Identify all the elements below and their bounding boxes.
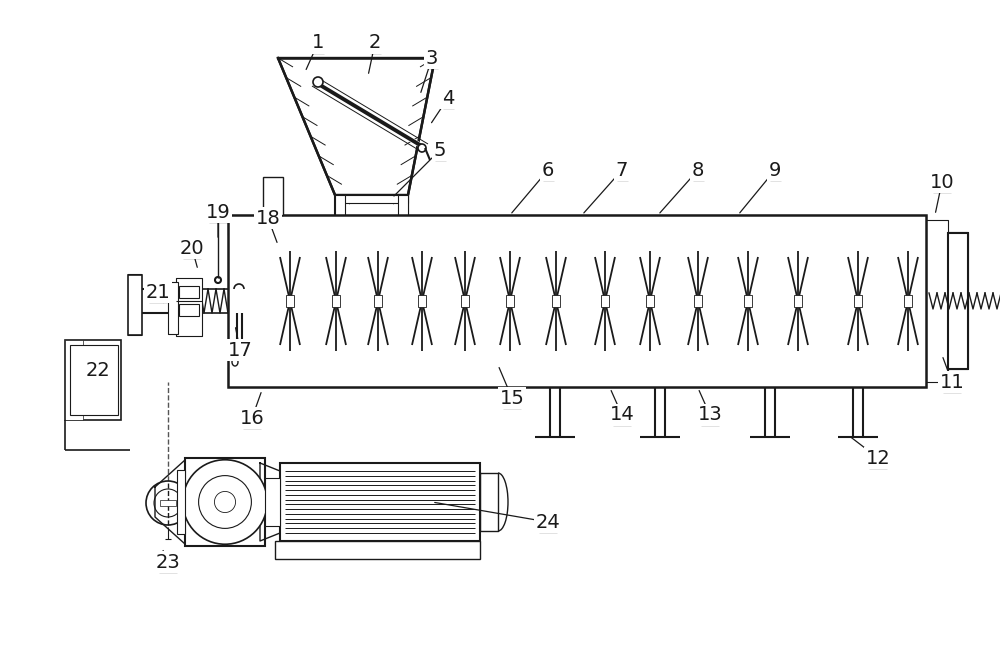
Text: 11: 11 <box>940 373 964 392</box>
Text: 10: 10 <box>930 173 954 191</box>
Text: 12: 12 <box>866 449 890 468</box>
Bar <box>286 295 294 307</box>
Text: 4: 4 <box>442 89 454 108</box>
Polygon shape <box>155 460 185 544</box>
Text: 20: 20 <box>180 238 204 258</box>
Bar <box>280 463 480 541</box>
Bar <box>794 295 802 307</box>
Bar <box>398 195 408 245</box>
Bar <box>461 295 469 307</box>
Text: 8: 8 <box>692 160 704 179</box>
Text: 22: 22 <box>86 361 110 380</box>
Polygon shape <box>278 58 435 195</box>
Text: 15: 15 <box>500 388 524 407</box>
Bar <box>374 295 382 307</box>
Text: 23: 23 <box>156 553 180 572</box>
Bar <box>418 295 426 307</box>
Bar <box>179 286 199 298</box>
Circle shape <box>146 481 190 525</box>
Bar <box>275 541 480 559</box>
Text: 24: 24 <box>536 512 560 532</box>
Bar <box>904 295 912 307</box>
Bar <box>601 295 609 307</box>
Text: 9: 9 <box>769 160 781 179</box>
Bar <box>854 295 862 307</box>
Text: 13: 13 <box>698 405 722 424</box>
Bar <box>398 195 408 245</box>
Circle shape <box>214 491 236 512</box>
Bar <box>646 295 654 307</box>
Bar <box>265 478 280 526</box>
Circle shape <box>183 460 267 544</box>
Polygon shape <box>480 473 498 531</box>
Text: 5: 5 <box>434 141 446 160</box>
Bar <box>335 195 408 203</box>
Text: 6: 6 <box>542 160 554 179</box>
Text: 3: 3 <box>426 49 438 68</box>
Text: 21: 21 <box>146 283 170 302</box>
Bar <box>506 295 514 307</box>
Bar <box>228 367 926 387</box>
Bar <box>70 345 118 415</box>
Bar <box>160 500 176 506</box>
Circle shape <box>154 489 182 517</box>
Bar <box>694 295 702 307</box>
Text: 14: 14 <box>610 405 634 424</box>
Circle shape <box>418 144 426 152</box>
Text: 17: 17 <box>228 340 252 359</box>
Circle shape <box>313 77 323 87</box>
Bar <box>926 220 948 382</box>
Polygon shape <box>260 463 280 541</box>
Bar <box>552 295 560 307</box>
Text: 1: 1 <box>312 34 324 53</box>
Bar <box>228 215 926 387</box>
Bar <box>228 215 926 235</box>
Text: 16: 16 <box>240 409 264 428</box>
Bar <box>744 295 752 307</box>
Circle shape <box>199 476 251 528</box>
Bar <box>65 340 121 420</box>
Bar <box>926 220 948 382</box>
Text: 2: 2 <box>369 34 381 53</box>
Bar <box>177 470 185 534</box>
Text: 18: 18 <box>256 208 280 227</box>
Bar <box>948 233 968 369</box>
Bar <box>176 278 202 336</box>
Bar <box>168 282 178 334</box>
Bar <box>228 367 926 387</box>
Text: 7: 7 <box>616 160 628 179</box>
Bar <box>128 275 142 335</box>
Bar <box>176 278 202 336</box>
Bar <box>168 282 178 334</box>
Bar <box>335 195 408 203</box>
Bar <box>228 215 926 387</box>
Bar <box>332 295 340 307</box>
Bar <box>263 177 283 215</box>
Bar <box>228 215 926 235</box>
Bar <box>335 195 345 245</box>
Bar <box>185 458 265 546</box>
Bar <box>179 304 199 316</box>
Bar <box>335 195 345 245</box>
Text: 19: 19 <box>206 202 230 221</box>
Bar <box>65 340 83 420</box>
